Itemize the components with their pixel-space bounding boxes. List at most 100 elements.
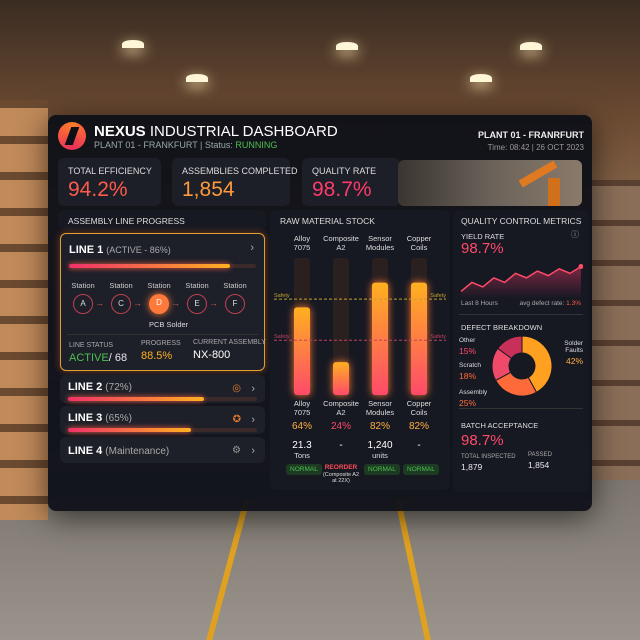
- passed-value: 1,854: [528, 460, 550, 470]
- gear-icon[interactable]: ⚙: [232, 445, 241, 456]
- bar-track: [333, 258, 349, 395]
- line-name: LINE 4: [68, 445, 103, 457]
- current-assembly-label: CURRENT ASSEMBLY: [193, 339, 266, 346]
- progress-fill: [68, 428, 191, 432]
- line-2-card[interactable]: LINE 2 (72%) ◎ ›: [60, 375, 265, 403]
- stock-quantity: 21.3: [292, 440, 312, 451]
- line-title: LINE 2 (72%): [68, 381, 132, 393]
- chevron-right-icon[interactable]: ›: [251, 383, 255, 395]
- defect-label: Assembly: [459, 389, 488, 396]
- gear-alert-icon[interactable]: ✪: [232, 414, 241, 425]
- station-c[interactable]: C: [111, 294, 131, 314]
- safety-label: Safety: [430, 334, 446, 340]
- arrow-right-icon: →: [95, 298, 104, 308]
- material-label-top: Composite A2: [323, 234, 359, 252]
- progress-fill: [69, 264, 230, 268]
- divider: [459, 314, 583, 315]
- station-f[interactable]: F: [225, 294, 245, 314]
- chevron-right-icon[interactable]: ›: [251, 414, 255, 426]
- chevron-right-icon[interactable]: ›: [250, 242, 254, 254]
- title-brand: NEXUS: [94, 123, 146, 140]
- donut-slice: [497, 335, 523, 360]
- defect-label: avg defect rate:: [519, 300, 565, 307]
- yield-area: [461, 266, 581, 298]
- breakdown-title: DEFECT BREAKDOWN: [461, 323, 543, 332]
- station-label: Station: [185, 281, 209, 290]
- subtitle: PLANT 01 - FRANKFURT | Status: RUNNING: [94, 140, 277, 150]
- stock-bar: [372, 282, 388, 395]
- arrow-right-icon: →: [171, 298, 180, 308]
- safety-label: Safety: [274, 334, 290, 340]
- plant-name: PLANT 01 - FRANRFURT: [478, 130, 584, 140]
- current-assembly-value: NX-800: [193, 349, 231, 361]
- status-badge-normal: NORMAL: [286, 464, 322, 475]
- assembly-header: ASSEMBLY LINE PROGRESS: [58, 210, 266, 230]
- chevron-right-icon[interactable]: ›: [251, 445, 255, 457]
- factory-camera-image: [398, 160, 582, 206]
- line-name: LINE 1: [69, 244, 104, 256]
- stock-percent: 82%: [369, 421, 390, 432]
- station-e[interactable]: E: [187, 294, 207, 314]
- plant-location: PLANT 01 - FRANKFURT | Status:: [94, 140, 233, 150]
- robot-base: [548, 178, 560, 206]
- safety-label: Safety: [274, 293, 290, 299]
- section-title: RAW MATERIAL STOCK: [280, 216, 375, 226]
- stock-bar: [294, 307, 310, 395]
- line-1-card[interactable]: LINE 1 (ACTIVE - 86%) › PCB Solder LINE …: [60, 233, 266, 371]
- line-4-card[interactable]: LINE 4 (Maintenance) ⚙ ›: [60, 437, 265, 463]
- yield-value: 98.7%: [461, 240, 504, 257]
- info-icon[interactable]: ⓘ: [571, 230, 579, 239]
- defect-label: Other: [459, 337, 476, 344]
- stock-quantity: -: [339, 440, 343, 451]
- line-1-progress: [69, 264, 256, 268]
- stock-percent: 24%: [330, 421, 351, 432]
- stock-unit: units: [372, 451, 388, 460]
- yield-point: [578, 264, 583, 270]
- defect-percent: 42%: [565, 356, 583, 366]
- nexus-logo-icon: [58, 122, 86, 150]
- gauge-icon[interactable]: ◎: [232, 383, 241, 394]
- line-detail: (72%): [105, 382, 132, 393]
- material-label-top: Copper Coils: [406, 234, 432, 252]
- line-status-value: ACTIVE/ 68: [69, 352, 127, 364]
- defect-percent: 18%: [459, 371, 477, 381]
- line-1-title: LINE 1 (ACTIVE - 86%): [69, 244, 171, 256]
- line-detail: (Maintenance): [105, 446, 170, 457]
- batch-value: 98.7%: [461, 432, 504, 449]
- inspected-label: TOTAL INSPECTED: [461, 454, 516, 460]
- status-badge-normal: NORMAL: [403, 464, 439, 475]
- ceiling-lamp: [122, 40, 144, 48]
- raw-material-stock: RAW MATERIAL STOCK Safety Safety Safety Saf…: [270, 210, 450, 490]
- arrow-right-icon: →: [209, 298, 218, 308]
- status-count: / 68: [108, 352, 128, 364]
- defect-value: 1.3%: [566, 300, 581, 307]
- defect-label: Scratch: [459, 362, 482, 369]
- quality-control-metrics: QUALITY CONTROL METRICS YIELD RATE ⓘ 98.…: [453, 210, 589, 492]
- material-label: Alloy 7075: [293, 399, 311, 417]
- material-label: Composite A2: [323, 399, 359, 417]
- kpi-value: 1,854: [182, 178, 235, 201]
- line-3-card[interactable]: LINE 3 (65%) ✪ ›: [60, 406, 265, 434]
- ceiling-lamp: [470, 74, 492, 82]
- status-badge-reorder: REORDER: [324, 464, 358, 471]
- stock-percent: 82%: [408, 421, 429, 432]
- kpi-label: QUALITY RATE: [312, 166, 377, 176]
- defect-label: Solder Faults: [564, 340, 583, 355]
- kpi-label: ASSEMBLIES COMPLETED: [182, 166, 298, 176]
- line-status: (ACTIVE - 86%): [106, 245, 171, 255]
- stock-unit: Tons: [294, 451, 310, 460]
- shelving-right: [592, 180, 640, 480]
- stock-bar: [333, 362, 349, 395]
- ceiling-lamp: [520, 42, 542, 50]
- line-progress: [68, 428, 257, 432]
- line-detail: (65%): [105, 413, 132, 424]
- kpi-total-efficiency: TOTAL EFFICIENCY 94.2%: [58, 158, 161, 206]
- status-badge-normal: NORMAL: [364, 464, 400, 475]
- progress-label: PROGRESS: [141, 340, 181, 347]
- line-title: LINE 3 (65%): [68, 412, 132, 424]
- stock-bar-chart: Safety Safety Safety Safety: [274, 258, 446, 395]
- material-label-top: Sensor Modules: [365, 234, 395, 252]
- station-a[interactable]: A: [73, 294, 93, 314]
- station-d[interactable]: D: [149, 294, 169, 314]
- station-label: Station: [109, 281, 133, 290]
